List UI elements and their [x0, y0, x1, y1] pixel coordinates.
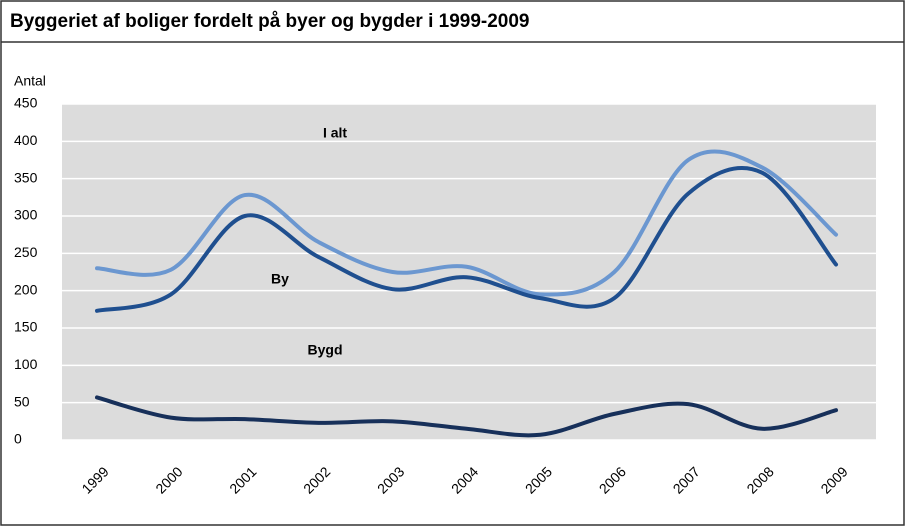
chart-title: Byggeriet af boliger fordelt på byer og …: [10, 11, 530, 32]
series-line: [95, 166, 838, 313]
y-tick-label: 100: [14, 356, 38, 372]
series-line: [95, 149, 838, 297]
series-label: I alt: [323, 125, 347, 141]
y-tick-label: 50: [14, 393, 30, 409]
y-tick-label: 300: [14, 207, 38, 223]
y-tick-label: 350: [14, 169, 38, 185]
series-label: By: [271, 271, 289, 287]
series-line: [95, 395, 838, 438]
y-tick-label: 400: [14, 132, 38, 148]
series-label: Bygd: [308, 342, 343, 358]
y-tick-label: 0: [14, 431, 22, 447]
y-tick-label: 200: [14, 281, 38, 297]
y-tick-label: 250: [14, 244, 38, 260]
y-tick-label: 150: [14, 319, 38, 335]
plot-area: [62, 104, 876, 440]
y-axis-label: Antal: [14, 73, 46, 89]
y-tick-label: 450: [14, 95, 38, 111]
